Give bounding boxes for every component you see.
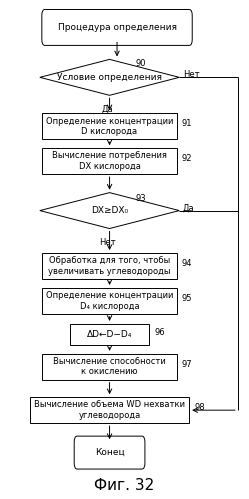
Text: Да: Да <box>183 204 195 213</box>
Text: DX≥DX₀: DX≥DX₀ <box>91 206 128 215</box>
Text: 96: 96 <box>154 328 165 337</box>
Bar <box>42 148 177 174</box>
Bar <box>42 253 177 279</box>
Polygon shape <box>40 193 179 229</box>
Text: Нет: Нет <box>183 70 200 79</box>
Text: ΔD←D−D₄: ΔD←D−D₄ <box>87 330 132 339</box>
Text: Условие определения: Условие определения <box>57 73 162 82</box>
FancyBboxPatch shape <box>42 9 192 45</box>
Text: 94: 94 <box>182 259 192 268</box>
Bar <box>42 288 177 314</box>
Text: Вычисление способности
к окислению: Вычисление способности к окислению <box>53 357 166 376</box>
Text: Процедура определения: Процедура определения <box>58 23 177 32</box>
Text: Конец: Конец <box>95 448 124 457</box>
Text: 91: 91 <box>182 119 192 128</box>
Text: 97: 97 <box>182 360 192 369</box>
Text: Да: Да <box>101 104 113 113</box>
FancyBboxPatch shape <box>74 436 145 469</box>
Text: Обработка для того, чтобы
увеличивать углеводороды: Обработка для того, чтобы увеличивать уг… <box>48 256 171 275</box>
Text: 92: 92 <box>182 154 192 163</box>
Text: Нет: Нет <box>99 238 115 247</box>
Bar <box>42 354 177 380</box>
Text: 98: 98 <box>194 403 205 412</box>
Bar <box>42 113 177 139</box>
Text: Определение концентрации
D кислорода: Определение концентрации D кислорода <box>46 117 173 136</box>
Text: Фиг. 32: Фиг. 32 <box>94 478 155 493</box>
Polygon shape <box>40 59 179 95</box>
Bar <box>30 397 189 423</box>
Text: Вычисление объема WD нехватки
углеводорода: Вычисление объема WD нехватки углеводоро… <box>34 401 185 420</box>
Text: 90: 90 <box>136 59 146 68</box>
Text: 95: 95 <box>182 294 192 303</box>
Text: Определение концентрации
D₄ кислорода: Определение концентрации D₄ кислорода <box>46 291 173 310</box>
Text: Вычисление потребления
DX кислорода: Вычисление потребления DX кислорода <box>52 152 167 171</box>
Bar <box>70 324 149 345</box>
Text: 93: 93 <box>136 194 146 203</box>
